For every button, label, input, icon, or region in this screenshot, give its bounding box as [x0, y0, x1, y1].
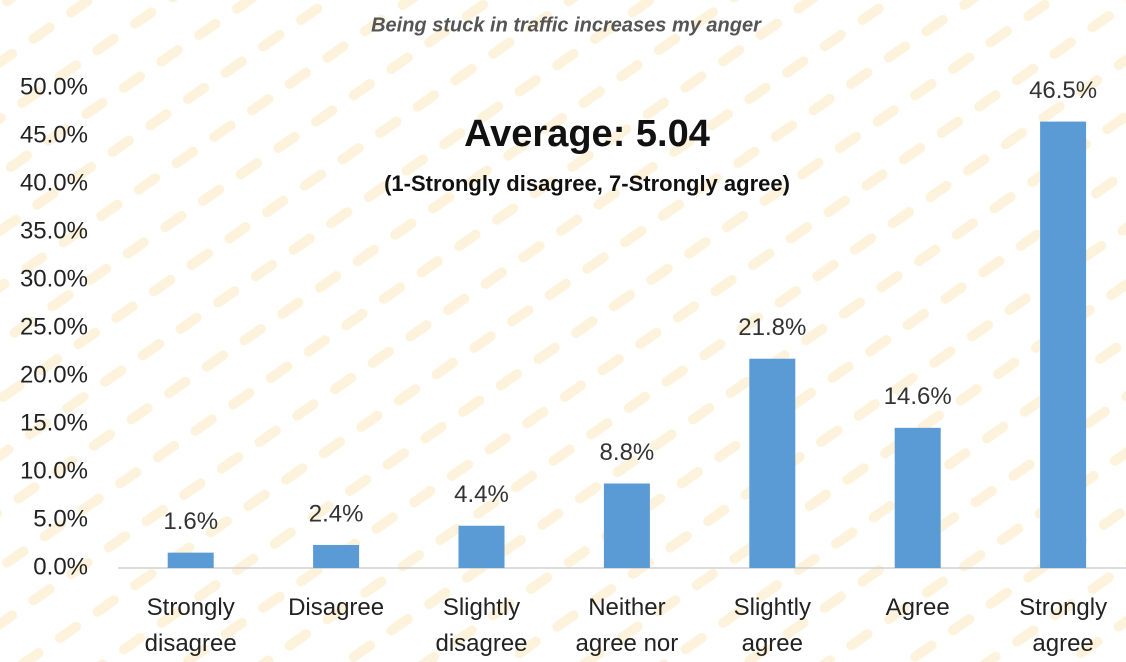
y-tick-label: 30.0% — [20, 265, 88, 292]
data-label: 8.8% — [600, 439, 655, 466]
chart-title: Being stuck in traffic increases my ange… — [371, 14, 762, 36]
y-tick-label: 50.0% — [20, 73, 88, 100]
y-tick-label: 25.0% — [20, 313, 88, 340]
data-label: 4.4% — [454, 481, 509, 508]
bar — [749, 358, 796, 568]
data-label: 1.6% — [163, 508, 218, 535]
y-tick-label: 45.0% — [20, 121, 88, 148]
y-tick-label: 0.0% — [33, 553, 88, 580]
bar — [603, 483, 650, 568]
data-label: 21.8% — [738, 314, 806, 341]
x-tick-label: Strongly disagree — [145, 594, 237, 657]
y-tick-label: 20.0% — [20, 361, 88, 388]
y-tick-label: 40.0% — [20, 169, 88, 196]
bar — [167, 552, 214, 568]
data-label: 14.6% — [884, 383, 952, 410]
x-tick-label: Slightly agree — [734, 594, 811, 657]
y-tick-label: 10.0% — [20, 457, 88, 484]
bar — [313, 544, 360, 568]
y-tick-label: 15.0% — [20, 409, 88, 436]
x-tick-label: Strongly agree — [1019, 594, 1107, 657]
y-tick-label: 5.0% — [33, 505, 88, 532]
x-tick-label: Neither agree nor — [576, 594, 679, 657]
bar — [1040, 121, 1087, 568]
y-tick-label: 35.0% — [20, 217, 88, 244]
x-tick-label: Disagree — [288, 594, 384, 621]
bar — [894, 427, 941, 568]
bar — [458, 525, 505, 568]
annotation: (1-Strongly disagree, 7-Strongly agree) — [384, 171, 790, 196]
annotation: Average: 5.04 — [464, 113, 710, 155]
data-label: 46.5% — [1029, 77, 1097, 104]
data-label: 2.4% — [309, 500, 364, 527]
x-tick-label: Agree — [886, 594, 950, 621]
x-tick-label: Slightly disagree — [435, 594, 527, 657]
